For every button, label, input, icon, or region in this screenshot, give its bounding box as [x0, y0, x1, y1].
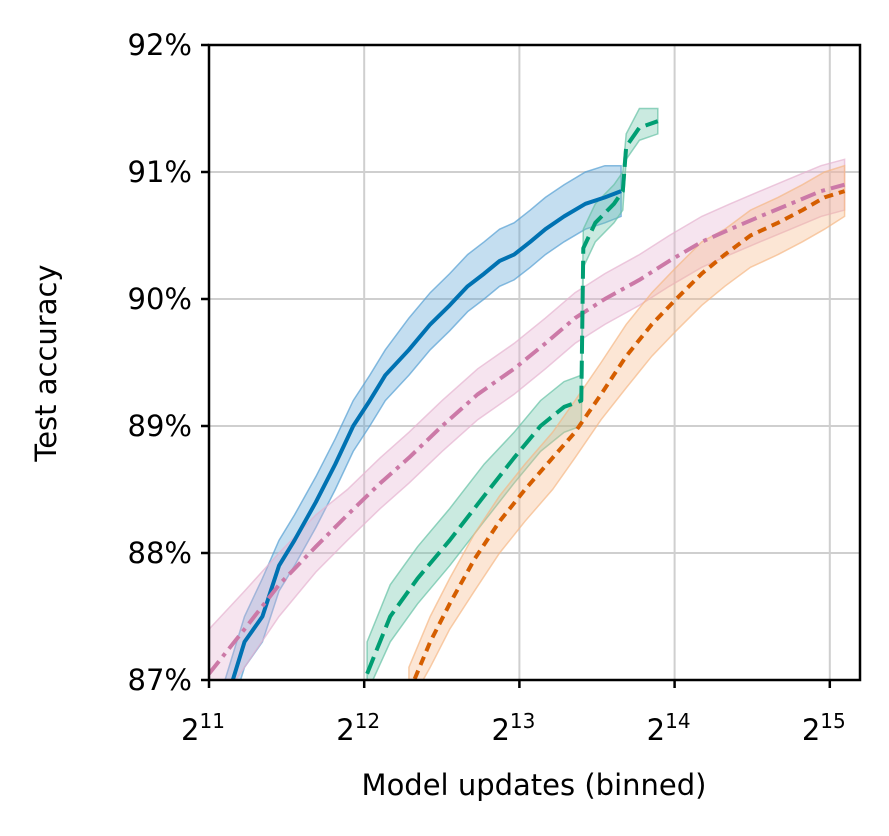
x-axis-label: Model updates (binned) — [362, 768, 707, 802]
y-tick-label: 90% — [128, 282, 192, 316]
y-tick-label: 88% — [128, 536, 192, 570]
x-tick-label: 212 — [336, 709, 380, 747]
series-2-line — [209, 182, 846, 675]
y-tick-label: 92% — [128, 28, 192, 62]
confidence-bands — [209, 107, 846, 680]
x-tick-label: 214 — [647, 709, 691, 747]
series-1-band — [224, 164, 622, 680]
series-lines — [209, 119, 846, 680]
series-4-band — [408, 164, 846, 680]
y-tick-label: 91% — [128, 155, 192, 189]
plot-frame — [207, 43, 862, 682]
x-tick-label: 215 — [802, 709, 846, 747]
y-tick-label: 89% — [128, 409, 192, 443]
y-tick-label: 87% — [128, 663, 192, 697]
series-1-line — [230, 189, 622, 680]
series-4-line — [412, 189, 846, 680]
axis-ticks: 211 212 213 214 215 87% 88% 89% 90% 91% 92% — [128, 28, 846, 747]
x-tick-label: 213 — [491, 709, 535, 747]
y-axis-label: Test accuracy — [29, 264, 63, 462]
x-tick-label: 211 — [181, 709, 225, 747]
series-3-line — [365, 119, 659, 675]
